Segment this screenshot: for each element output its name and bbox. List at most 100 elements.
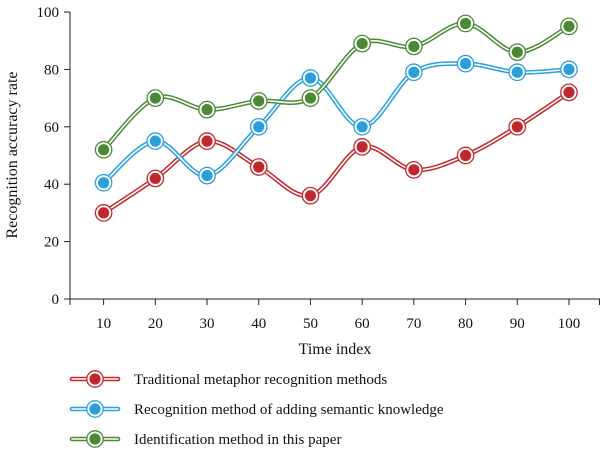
series-3 [94, 14, 578, 159]
series-line [101, 61, 572, 186]
marker-dot [149, 172, 161, 185]
data-point [405, 37, 423, 56]
marker-dot [356, 141, 368, 153]
data-point [508, 63, 527, 82]
data-point [198, 100, 216, 119]
series-line-inner [102, 62, 570, 184]
marker-dot [408, 66, 420, 78]
legend-marker [86, 430, 104, 448]
legend-marker [86, 400, 104, 418]
data-point [249, 117, 268, 136]
marker-dot [98, 144, 110, 156]
marker-dot [563, 63, 575, 75]
data-point [301, 69, 320, 87]
marker-dot [408, 164, 420, 176]
legend-item: Recognition method of adding semantic kn… [69, 400, 444, 418]
data-point [353, 117, 371, 136]
data-point [301, 186, 320, 205]
marker-dot [459, 149, 472, 162]
data-point [560, 60, 578, 79]
x-tick-label: 90 [510, 316, 525, 332]
data-point [146, 169, 165, 188]
marker-dot [511, 46, 523, 58]
marker-dot [89, 373, 101, 385]
x-tick-label: 100 [558, 316, 581, 332]
x-tick-label: 10 [96, 316, 111, 332]
data-point [508, 117, 527, 136]
marker-dot [98, 207, 110, 219]
marker-dot [149, 135, 161, 147]
marker-dot [563, 86, 575, 98]
x-tick-label: 30 [200, 316, 215, 332]
data-point [249, 92, 268, 110]
y-tick-label: 80 [44, 62, 59, 78]
data-point [353, 138, 371, 156]
x-tick-label: 40 [251, 316, 266, 332]
data-point [146, 132, 165, 150]
y-tick-label: 60 [44, 120, 59, 136]
marker-dot [304, 92, 317, 104]
marker-dot [356, 37, 368, 50]
marker-dot [408, 40, 420, 53]
marker-dot [563, 20, 575, 32]
data-point [405, 161, 423, 179]
data-point [198, 166, 216, 185]
legend-label: Recognition method of adding semantic kn… [134, 402, 444, 418]
data-point [301, 89, 320, 107]
data-point [249, 158, 268, 176]
marker-dot [304, 190, 317, 202]
data-point [146, 89, 165, 107]
series-line-inner [102, 91, 570, 214]
y-tick-label: 40 [44, 177, 59, 193]
series-1 [94, 83, 578, 222]
data-point [456, 14, 475, 33]
x-tick-label: 60 [355, 316, 370, 332]
series-2 [94, 54, 578, 192]
marker-dot [201, 103, 213, 116]
y-tick-label: 0 [52, 292, 60, 308]
x-axis-title: Time index [299, 341, 372, 358]
series-line-inner [102, 22, 570, 151]
data-point [353, 34, 371, 53]
marker-dot [253, 95, 265, 107]
x-tick-label: 80 [458, 316, 473, 332]
marker-dot [201, 169, 213, 182]
marker-dot [253, 161, 265, 173]
data-point [560, 17, 578, 36]
marker-dot [459, 17, 472, 30]
series-line [101, 90, 572, 216]
x-tick-label: 20 [148, 316, 163, 332]
legend-label: Traditional metaphor recognition methods [134, 372, 387, 388]
legend-item: Traditional metaphor recognition methods [69, 370, 387, 388]
legend: Traditional metaphor recognition methods… [69, 370, 444, 448]
y-tick-label: 20 [44, 235, 59, 251]
series-line [101, 21, 572, 153]
marker-dot [356, 121, 368, 133]
series-line-outer [101, 21, 572, 153]
data-point [456, 54, 475, 73]
marker-dot [89, 433, 101, 445]
marker-dot [459, 58, 472, 70]
series-layer [94, 14, 578, 222]
data-point [405, 63, 423, 82]
marker-dot [253, 121, 265, 133]
legend-marker [86, 370, 104, 388]
legend-label: Identification method in this paper [134, 432, 341, 448]
marker-dot [201, 135, 213, 147]
data-point [456, 146, 475, 165]
axes: 0 20 40 60 80 100 10 20 30 40 50 60 70 80 90 100 [37, 5, 600, 332]
marker-dot [149, 92, 161, 104]
marker-dot [511, 121, 523, 133]
marker-dot [304, 72, 317, 84]
data-point [508, 43, 527, 62]
marker-dot [89, 403, 101, 415]
data-point [94, 173, 113, 192]
legend-item: Identification method in this paper [69, 430, 341, 448]
marker-dot [511, 66, 523, 78]
data-point [94, 204, 113, 222]
data-point [94, 140, 113, 159]
data-point [560, 83, 578, 102]
data-point [198, 132, 216, 150]
marker-dot [98, 177, 110, 189]
